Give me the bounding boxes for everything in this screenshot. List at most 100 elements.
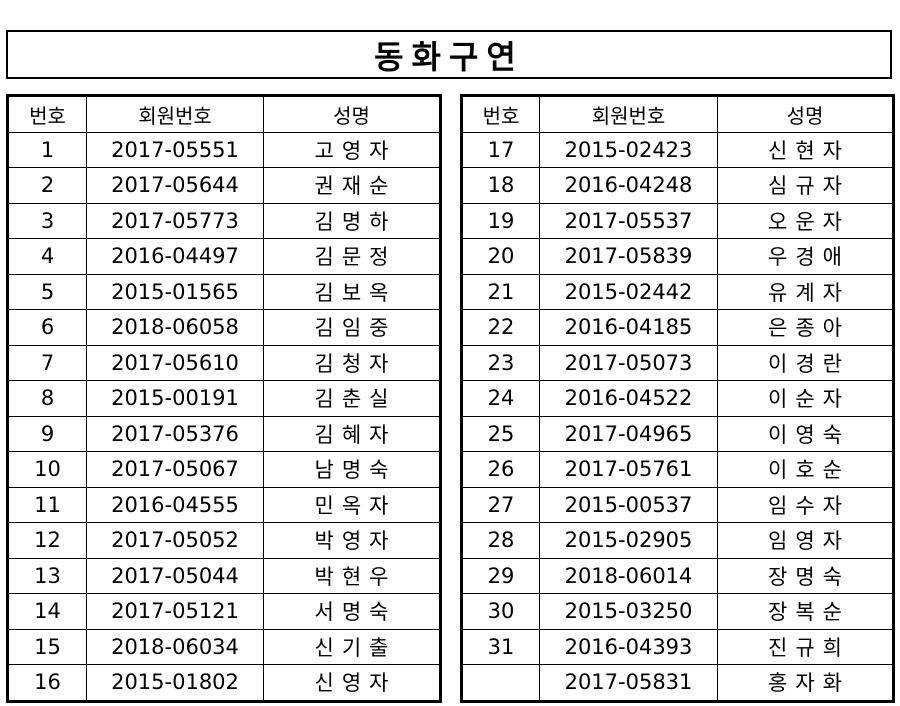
cell-number: 17 <box>461 131 540 168</box>
table-row: 26 2017-05761 이호순 <box>461 451 894 488</box>
table-row: 1 2017-05551 고영자 <box>7 131 441 168</box>
table-row: 14 2017-05121 서명숙 <box>7 593 441 630</box>
table-row: 5 2015-01565 김보옥 <box>7 273 441 310</box>
table-row: 9 2017-05376 김혜자 <box>7 415 441 452</box>
cell-name: 장복순 <box>717 593 894 630</box>
cell-name: 우경애 <box>717 238 894 275</box>
cell-member-id: 2017-05073 <box>539 344 718 381</box>
cell-member-id: 2016-04522 <box>539 380 718 417</box>
table-header: 번호 회원번호 성명 <box>7 95 441 133</box>
header-member-id: 회원번호 <box>539 95 718 133</box>
cell-number: 1 <box>7 131 87 168</box>
member-table-right: 번호 회원번호 성명 17 2015-02423 신현자 18 2016-04248 심규… <box>460 94 895 703</box>
cell-name: 민옥자 <box>263 486 441 523</box>
cell-number: 26 <box>461 451 540 488</box>
cell-member-id: 2017-04965 <box>539 415 718 452</box>
cell-number: 3 <box>7 202 87 239</box>
table-row: 21 2015-02442 유계자 <box>461 273 894 310</box>
cell-name: 이영숙 <box>717 415 894 452</box>
table-row: 20 2017-05839 우경애 <box>461 238 894 275</box>
cell-name: 이경란 <box>717 344 894 381</box>
cell-number: 24 <box>461 380 540 417</box>
table-header: 번호 회원번호 성명 <box>461 95 894 133</box>
cell-member-id: 2017-05067 <box>86 451 264 488</box>
table-row: 10 2017-05067 남명숙 <box>7 451 441 488</box>
cell-number: 12 <box>7 522 87 559</box>
cell-name: 김혜자 <box>263 415 441 452</box>
header-number: 번호 <box>461 95 540 133</box>
cell-number: 20 <box>461 238 540 275</box>
cell-number: 19 <box>461 202 540 239</box>
cell-name: 김청자 <box>263 344 441 381</box>
table-row: 28 2015-02905 임영자 <box>461 522 894 559</box>
cell-member-id: 2018-06058 <box>86 309 264 346</box>
cell-name: 신영자 <box>263 664 441 702</box>
cell-member-id: 2015-02442 <box>539 273 718 310</box>
cell-number: 6 <box>7 309 87 346</box>
cell-member-id: 2017-05839 <box>539 238 718 275</box>
table-row: 22 2016-04185 은종아 <box>461 309 894 346</box>
cell-number: 4 <box>7 238 87 275</box>
cell-name: 장명숙 <box>717 557 894 594</box>
cell-member-id: 2015-02905 <box>539 522 718 559</box>
table-row: 16 2015-01802 신영자 <box>7 664 441 702</box>
cell-number: 5 <box>7 273 87 310</box>
cell-number: 16 <box>7 664 87 702</box>
cell-member-id: 2017-05551 <box>86 131 264 168</box>
table-row: 17 2015-02423 신현자 <box>461 131 894 168</box>
cell-name: 홍자화 <box>717 664 894 702</box>
cell-member-id: 2017-05376 <box>86 415 264 452</box>
table-row: 11 2016-04555 민옥자 <box>7 486 441 523</box>
cell-member-id: 2017-05044 <box>86 557 264 594</box>
table-row: 7 2017-05610 김청자 <box>7 344 441 381</box>
cell-number: 21 <box>461 273 540 310</box>
cell-name: 남명숙 <box>263 451 441 488</box>
table-row: 15 2018-06034 신기출 <box>7 628 441 665</box>
cell-name: 김임중 <box>263 309 441 346</box>
table-row: 2017-05831 홍자화 <box>461 664 894 702</box>
cell-number: 30 <box>461 593 540 630</box>
cell-member-id: 2015-01802 <box>86 664 264 702</box>
cell-name: 임수자 <box>717 486 894 523</box>
cell-number: 10 <box>7 451 87 488</box>
table-row: 19 2017-05537 오운자 <box>461 202 894 239</box>
table-row: 30 2015-03250 장복순 <box>461 593 894 630</box>
cell-number: 14 <box>7 593 87 630</box>
table-row: 4 2016-04497 김문정 <box>7 238 441 275</box>
header-name: 성명 <box>263 95 441 133</box>
table-row: 3 2017-05773 김명하 <box>7 202 441 239</box>
cell-member-id: 2015-01565 <box>86 273 264 310</box>
cell-number: 27 <box>461 486 540 523</box>
cell-member-id: 2017-05537 <box>539 202 718 239</box>
cell-name: 유계자 <box>717 273 894 310</box>
cell-name: 신기출 <box>263 628 441 665</box>
cell-member-id: 2016-04185 <box>539 309 718 346</box>
cell-member-id: 2016-04555 <box>86 486 264 523</box>
cell-name: 고영자 <box>263 131 441 168</box>
cell-member-id: 2017-05052 <box>86 522 264 559</box>
cell-number: 29 <box>461 557 540 594</box>
header-member-id: 회원번호 <box>86 95 264 133</box>
cell-member-id: 2017-05644 <box>86 167 264 204</box>
cell-name: 박현우 <box>263 557 441 594</box>
cell-number: 11 <box>7 486 87 523</box>
cell-number: 2 <box>7 167 87 204</box>
table-row: 27 2015-00537 임수자 <box>461 486 894 523</box>
cell-number: 15 <box>7 628 87 665</box>
cell-number: 28 <box>461 522 540 559</box>
cell-name: 서명숙 <box>263 593 441 630</box>
cell-member-id: 2016-04497 <box>86 238 264 275</box>
cell-number: 31 <box>461 628 540 665</box>
table-row: 24 2016-04522 이순자 <box>461 380 894 417</box>
cell-name: 김춘실 <box>263 380 441 417</box>
cell-name: 김문정 <box>263 238 441 275</box>
table-row: 6 2018-06058 김임중 <box>7 309 441 346</box>
cell-number: 8 <box>7 380 87 417</box>
cell-name: 김보옥 <box>263 273 441 310</box>
cell-member-id: 2017-05773 <box>86 202 264 239</box>
cell-member-id: 2016-04393 <box>539 628 718 665</box>
cell-name: 임영자 <box>717 522 894 559</box>
table-row: 31 2016-04393 진규희 <box>461 628 894 665</box>
cell-name: 신현자 <box>717 131 894 168</box>
cell-name: 박영자 <box>263 522 441 559</box>
